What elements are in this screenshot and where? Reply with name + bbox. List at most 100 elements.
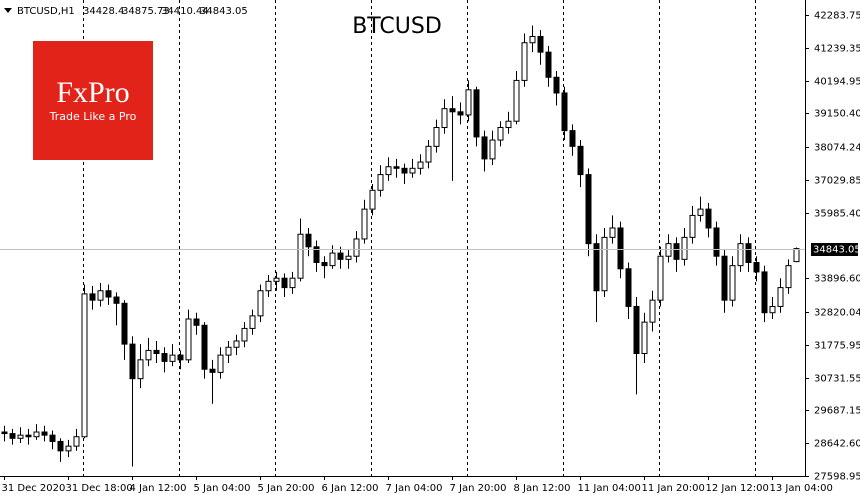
candle-body: [137, 359, 144, 380]
candle-body: [401, 167, 408, 174]
candle-body: [49, 434, 56, 442]
y-tick-label: 29687.15: [814, 406, 860, 417]
candle-body: [609, 227, 616, 238]
candle-body: [721, 255, 728, 301]
candle-body: [745, 243, 752, 263]
x-tick-label: 13 Jan 04:00: [770, 483, 833, 494]
y-tick-label: 28642.60: [814, 439, 860, 450]
candle-body: [593, 243, 600, 292]
candle-body: [505, 120, 512, 129]
candle-body: [473, 89, 480, 138]
candle-body: [353, 238, 360, 257]
y-tick-label: 30731.55: [814, 374, 860, 385]
x-tick-label: 6 Jan 12:00: [322, 483, 379, 494]
candle-body: [345, 255, 352, 260]
candle-body: [561, 92, 568, 132]
candle-body: [105, 290, 112, 298]
plot: [0, 25, 805, 467]
candle-body: [617, 227, 624, 270]
candle-body: [153, 349, 160, 355]
logo-slogan: Trade Like a Pro: [49, 110, 137, 123]
candle-body: [257, 290, 264, 317]
logo-box: [33, 41, 153, 160]
price-label-box: [811, 243, 858, 256]
x-tick-label: 7 Jan 20:00: [450, 483, 507, 494]
candle-body: [73, 436, 80, 447]
candle-body: [337, 252, 344, 260]
candle-body: [289, 277, 296, 289]
candle-body: [553, 76, 560, 94]
header-arrow: [4, 8, 12, 13]
candle-body: [121, 302, 128, 345]
candle-body: [225, 346, 232, 356]
candle-body: [713, 227, 720, 257]
candle-body: [193, 318, 200, 326]
candle-body: [449, 108, 456, 113]
y-tick-label: 27598.95: [814, 472, 860, 483]
candle-body: [633, 305, 640, 355]
candle-body: [129, 343, 136, 380]
candle-body: [729, 265, 736, 301]
x-tick-label: 4 Jan 12:00: [130, 483, 187, 494]
candle-body: [497, 127, 504, 141]
x-tick-label: 8 Jan 12:00: [514, 483, 571, 494]
candle-body: [305, 233, 312, 248]
candle-body: [89, 293, 96, 301]
logo-name: FxPro: [56, 76, 129, 109]
candle-body: [217, 354, 224, 373]
y-tick-label: 32820.04: [814, 308, 860, 319]
candle-body: [57, 440, 64, 452]
y-tick-label: 42283.75: [814, 11, 860, 22]
symbol: BTCUSD,H1: [17, 6, 75, 17]
candle-body: [9, 433, 16, 439]
candle-body: [377, 174, 384, 191]
price-label: 34843.05: [813, 245, 860, 256]
candle-body: [657, 255, 664, 301]
candle-body: [161, 353, 168, 362]
logo: FxPro Trade Like a Pro: [33, 41, 153, 160]
candle-body: [145, 349, 152, 361]
candle-body: [41, 431, 48, 436]
candle-body: [705, 208, 712, 229]
header-low: 34410.44: [161, 6, 209, 17]
header-high: 34875.73: [122, 6, 170, 17]
candle-body: [393, 166, 400, 169]
x-tick-label: 5 Jan 20:00: [258, 483, 315, 494]
candle-body: [281, 277, 288, 289]
candle-body: [185, 318, 192, 361]
candle-body: [697, 208, 704, 216]
candle-body: [425, 145, 432, 163]
candle-body: [241, 327, 248, 342]
candle-body: [481, 136, 488, 160]
candle-body: [297, 233, 304, 279]
candle-body: [465, 89, 472, 116]
header-open: 34428.4: [83, 6, 124, 17]
chart-title: BTCUSD: [352, 14, 442, 39]
x-tick-label: 11 Jan 04:00: [578, 483, 641, 494]
candle-body: [441, 108, 448, 129]
candle-body: [601, 236, 608, 292]
y-tick-label: 39150.40: [814, 109, 860, 120]
candle-body: [1, 431, 8, 435]
candle-body: [433, 127, 440, 147]
candle-body: [249, 315, 256, 329]
y-tick-label: 31775.95: [814, 341, 860, 352]
candle-body: [233, 340, 240, 348]
x-tick-label: 31 Dec 2020: [2, 483, 66, 494]
candle-body: [529, 35, 536, 44]
candle-body: [273, 277, 280, 282]
candle-body: [177, 354, 184, 361]
x-tick-label: 12 Jan 12:00: [706, 483, 769, 494]
candle-body: [537, 35, 544, 53]
candle-body: [113, 296, 120, 304]
candle-body: [65, 445, 72, 452]
header-close: 34843.05: [200, 6, 248, 17]
candle-body: [369, 189, 376, 210]
x-tick-label: 7 Jan 04:00: [386, 483, 443, 494]
candle-body: [649, 299, 656, 323]
candle-body: [361, 208, 368, 240]
y-tick-label: 38074.24: [814, 143, 860, 154]
y-tick-label: 37029.85: [814, 176, 860, 187]
candle-body: [33, 431, 40, 438]
